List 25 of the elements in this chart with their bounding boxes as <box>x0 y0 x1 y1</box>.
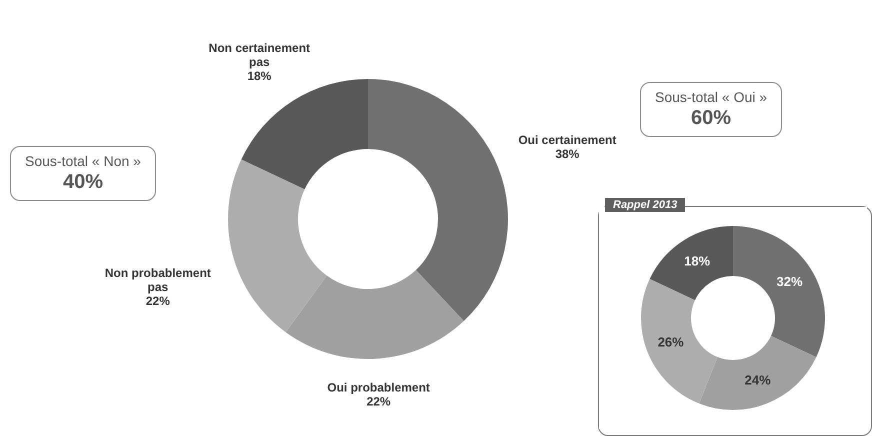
data-label: 18% <box>684 253 711 268</box>
donut-slice <box>699 336 816 410</box>
text: 40% <box>62 171 104 194</box>
text: 60% <box>690 107 732 130</box>
data-label: 26% <box>658 334 684 350</box>
data-label: 24% <box>744 372 772 388</box>
slice-label: Non certainement pas <box>208 40 310 69</box>
donut-slice <box>368 79 508 322</box>
donut-slice <box>241 79 368 190</box>
chart-title: Rappel 2013 <box>605 198 686 212</box>
text: Sous-total « Non » <box>25 153 141 169</box>
slice-label: Oui certainement <box>518 133 616 148</box>
data-label: 18% <box>247 68 272 83</box>
text: Sous-total « Oui » <box>655 89 768 105</box>
donut-slice <box>286 270 464 359</box>
slice-label: Non probablement pas <box>104 266 211 294</box>
donut-slice <box>733 226 825 358</box>
data-label: 38% <box>555 147 580 162</box>
donut-slice <box>641 278 718 404</box>
data-label: 22% <box>146 294 170 308</box>
donut-slice <box>650 226 733 300</box>
data-label: 32% <box>776 274 804 290</box>
slice-label: Oui probablement <box>327 380 430 394</box>
donut-slice <box>228 159 327 332</box>
data-label: 22% <box>366 394 391 408</box>
